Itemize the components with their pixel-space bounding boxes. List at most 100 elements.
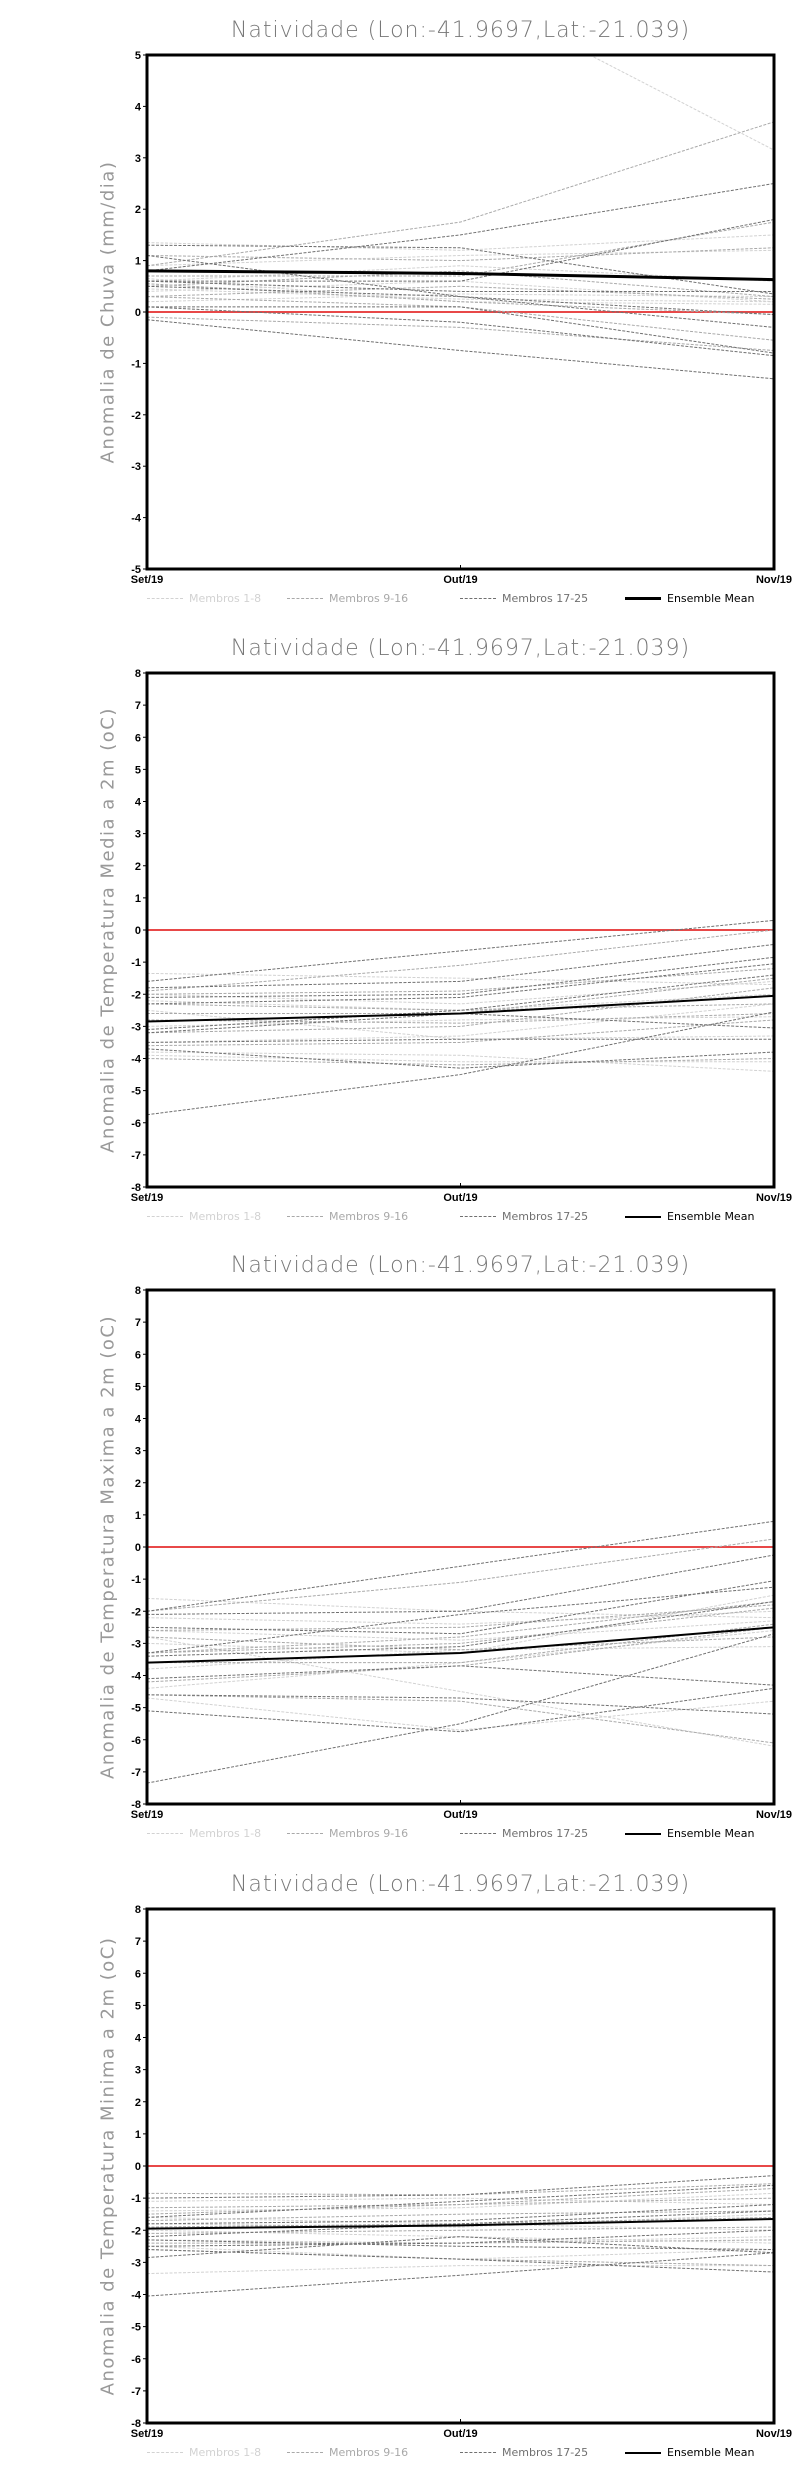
y-tick-label: 7 [135, 700, 141, 712]
member-line-2 [147, 1620, 774, 1641]
member-line-18 [147, 2184, 774, 2218]
legend-label: Membros 17-25 [502, 1827, 589, 1840]
x-tick-label: Out/19 [443, 1809, 477, 1821]
member-line-23 [147, 306, 774, 354]
series-group [147, 55, 774, 380]
legend: Membros 1-8 Membros 9-16 Membros 17-25 E… [147, 1210, 787, 1226]
y-tick-label: -8 [131, 2418, 141, 2430]
legend-item-mean: Ensemble Mean [625, 2446, 754, 2459]
series-group [147, 919, 774, 1116]
y-tick-label: -5 [131, 2322, 141, 2334]
member-line-17 [147, 919, 774, 982]
member-line-22 [147, 1038, 774, 1043]
y-tick-label: 7 [135, 1936, 141, 1948]
legend-item-group1: Membros 1-8 [147, 592, 261, 605]
member-line-17 [147, 183, 774, 272]
y-tick-label: -5 [131, 564, 141, 576]
legend-item-group3: Membros 17-25 [460, 1827, 588, 1840]
y-tick-label: 1 [135, 256, 141, 268]
member-line-16 [147, 1601, 774, 1654]
member-line-8 [147, 2236, 774, 2244]
legend-line-icon [287, 598, 323, 599]
legend-item-group3: Membros 17-25 [460, 592, 588, 605]
legend-label: Ensemble Mean [667, 592, 755, 605]
member-line-6 [147, 1054, 774, 1063]
legend-line-icon [625, 2451, 661, 2454]
member-line-21 [147, 2229, 774, 2247]
y-tick-label: 3 [135, 829, 141, 841]
member-line-24 [147, 306, 774, 357]
legend-label: Membros 1-8 [189, 592, 262, 605]
legend-line-icon [287, 1216, 323, 1217]
legend: Membros 1-8 Membros 9-16 Membros 17-25 E… [147, 2446, 787, 2462]
y-tick-label: -4 [131, 1671, 142, 1683]
y-tick-label: 2 [135, 204, 141, 216]
member-line-13 [147, 1019, 774, 1047]
y-tick-label: 6 [135, 732, 141, 744]
member-line-15 [147, 1636, 774, 1651]
y-tick-label: 3 [135, 2065, 141, 2077]
member-line-6 [147, 1697, 774, 1731]
member-line-8 [147, 288, 774, 303]
member-line-25 [147, 319, 774, 380]
member-line-11 [147, 1607, 774, 1654]
legend-item-group2: Membros 9-16 [287, 2446, 408, 2459]
legend-item-mean: Ensemble Mean [625, 1827, 754, 1840]
member-line-15 [147, 2197, 774, 2209]
y-tick-label: -2 [131, 2225, 141, 2237]
member-line-12 [147, 1623, 774, 1664]
chart-panel: Natividade (Lon:-41.9697,Lat:-21.039) An… [0, 1854, 800, 2472]
y-tick-label: -3 [131, 2257, 141, 2269]
x-tick-label: Out/19 [443, 2428, 477, 2440]
legend-line-icon [460, 1833, 496, 1834]
y-tick-label: -4 [131, 2290, 142, 2302]
chart-panel: Natividade (Lon:-41.9697,Lat:-21.039) An… [0, 1235, 800, 1853]
y-tick-label: 5 [135, 50, 141, 62]
legend-item-group2: Membros 9-16 [287, 1827, 408, 1840]
member-line-3 [147, 1636, 774, 1747]
member-line-10 [147, 221, 774, 277]
member-line-20 [147, 1586, 774, 1654]
y-tick-label: -1 [131, 957, 141, 969]
member-line-11 [147, 247, 774, 262]
member-line-19 [147, 2204, 774, 2225]
member-line-9 [147, 121, 774, 267]
member-line-9 [147, 1538, 774, 1612]
member-line-7 [147, 278, 774, 305]
ensemble-mean-line [147, 994, 774, 1023]
member-line-12 [147, 987, 774, 1034]
member-line-20 [147, 963, 774, 1005]
y-tick-label: -6 [131, 1118, 141, 1130]
member-line-18 [147, 943, 774, 989]
legend-line-icon [147, 598, 183, 599]
x-tick-label: Nov/19 [756, 574, 792, 586]
member-line-13 [147, 285, 774, 300]
y-tick-label: 0 [135, 925, 141, 937]
y-tick-label: -4 [131, 1054, 142, 1066]
member-line-5 [147, 2265, 774, 2275]
legend-label: Membros 1-8 [189, 1210, 262, 1223]
legend-line-icon [625, 597, 661, 600]
line-chart: -5 -4 -3 -2 -1 0 1 2 3 4 5 Set/19 Out/19 Nov/19 [131, 50, 792, 586]
legend-label: Membros 9-16 [329, 592, 409, 605]
legend-line-icon [287, 2452, 323, 2453]
y-tick-label: -4 [131, 513, 142, 525]
member-line-7 [147, 1594, 774, 1654]
chart-title: Natividade (Lon:-41.9697,Lat:-21.039) [230, 18, 691, 43]
x-tick-label: Out/19 [443, 1192, 477, 1204]
member-line-4 [147, 1051, 774, 1072]
member-line-16 [147, 2216, 774, 2228]
member-line-1 [588, 55, 774, 151]
line-chart: -8 -7 -6 -5 -4 -3 -2 -1 0 1 2 3 4 5 6 7 8 Set/19 Out/19 Nov… [131, 668, 792, 1204]
legend-label: Membros 1-8 [189, 2446, 262, 2459]
y-tick-label: -1 [131, 1574, 141, 1586]
chart-title: Natividade (Lon:-41.9697,Lat:-21.039) [230, 1253, 691, 1278]
member-line-18 [147, 1554, 774, 1615]
member-line-23 [147, 1694, 774, 1715]
legend-item-group1: Membros 1-8 [147, 1827, 261, 1840]
y-tick-label: 1 [135, 2129, 141, 2141]
y-tick-label: -8 [131, 1799, 141, 1811]
member-line-14 [147, 296, 774, 341]
x-tick-label: Set/19 [131, 1809, 163, 1821]
legend-line-icon [287, 1833, 323, 1834]
